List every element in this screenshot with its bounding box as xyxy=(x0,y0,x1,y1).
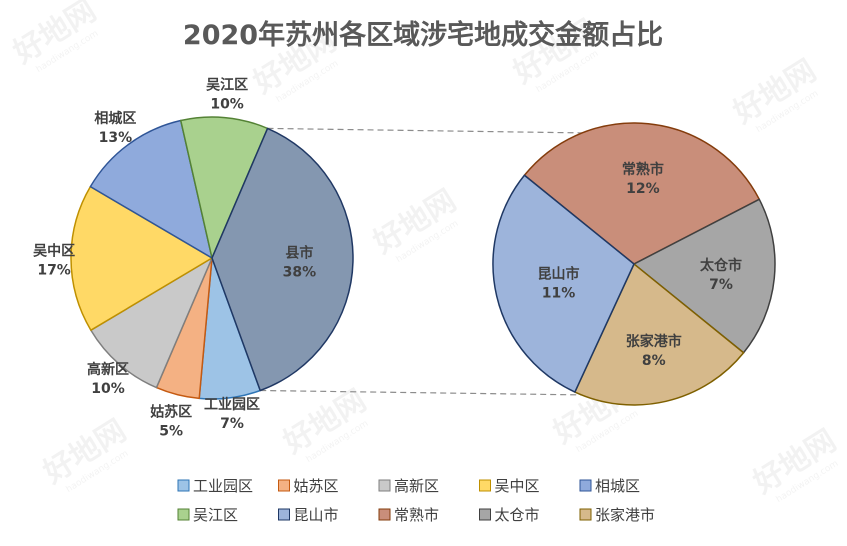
main-slice-e590b4e6b19fe58cba xyxy=(180,116,269,259)
legend-label: 高新区 xyxy=(394,477,439,495)
legend-label: 张家港市 xyxy=(595,506,655,524)
legend-item-e5a4aae4bb93e5b882: 太仓市 xyxy=(479,506,540,524)
sub-label-e5a4aae4bb93e5b882: 太仓市 7% xyxy=(700,257,742,293)
legend-swatch xyxy=(378,508,391,521)
sub-slice-e5a4aae4bb93e5b882 xyxy=(633,198,776,354)
main-label-name: 吴中区 xyxy=(33,243,75,260)
main-label-name: 县市 xyxy=(285,244,313,261)
legend-item-e79bb8e59f8ee58cba: 相城区 xyxy=(579,477,640,495)
connector-line-top xyxy=(267,127,589,134)
legend-swatch xyxy=(177,508,190,521)
main-label-percent: 5% xyxy=(159,423,183,439)
legend-item-e5bca0e5aeb6e6b8afe5b882: 张家港市 xyxy=(579,506,655,524)
legend-swatch xyxy=(278,479,290,492)
legend-swatch xyxy=(378,479,391,492)
main-label-name: 姑苏区 xyxy=(150,403,192,420)
data-labels: 工业园区 7% 姑苏区 5% 高新区 10% 吴中区 17% 相城区 13% 吴江区 10% 县市 38%… xyxy=(33,76,742,439)
legend-label: 姑苏区 xyxy=(294,477,339,495)
sub-label-percent: 11% xyxy=(542,286,576,302)
sub-label-name: 太仓市 xyxy=(700,257,742,274)
main-label-e5a791e88b8fe58cba: 姑苏区 5% xyxy=(150,403,192,439)
main-label-name: 工业园区 xyxy=(204,397,260,413)
legend-swatch xyxy=(579,508,592,521)
main-slice-e58ebfe5b882 xyxy=(211,127,354,392)
legend-label: 太仓市 xyxy=(495,506,540,524)
main-label-e79bb8e59f8ee58cba: 相城区 13% xyxy=(94,110,136,146)
main-label-e58ebfe5b882: 县市 38% xyxy=(283,244,317,280)
main-label-percent: 7% xyxy=(220,416,244,432)
main-pie xyxy=(70,116,354,400)
connector-lines xyxy=(260,127,589,396)
legend-item-e590b4e4b8ade58cba: 吴中区 xyxy=(479,477,540,495)
sub-slice-e5b8b8e7869fe5b882 xyxy=(523,122,761,265)
sub-label-e5bca0e5aeb6e6b8afe5b882: 张家港市 8% xyxy=(626,333,682,369)
main-label-percent: 38% xyxy=(283,264,317,280)
legend-item-e5b8b8e7869fe5b882: 常熟市 xyxy=(378,506,439,524)
legend-item-e9ab98e696b0e58cba: 高新区 xyxy=(378,477,439,495)
main-label-percent: 13% xyxy=(99,130,133,146)
main-label-e5b7a5e4b89ae59bade58cba: 工业园区 7% xyxy=(204,397,260,432)
legend-swatch xyxy=(579,479,592,492)
main-slice-e9ab98e696b0e58cba xyxy=(90,257,213,389)
main-slice-e79bb8e59f8ee58cba xyxy=(89,119,213,259)
sub-label-e69886e5b1b1e5b882: 昆山市 11% xyxy=(538,266,580,302)
legend-label: 吴中区 xyxy=(495,477,540,495)
sub-slice-e69886e5b1b1e5b882 xyxy=(492,174,635,393)
legend-swatch xyxy=(479,479,491,492)
main-label-percent: 17% xyxy=(37,263,71,279)
sub-label-percent: 12% xyxy=(626,181,660,197)
legend-item-e69886e5b1b1e5b882: 昆山市 xyxy=(278,506,339,524)
main-label-name: 吴江区 xyxy=(206,76,248,93)
sub-label-name: 昆山市 xyxy=(538,266,580,283)
legend-label: 常熟市 xyxy=(394,506,439,524)
sub-pie xyxy=(492,122,776,406)
legend-item-e5a791e88b8fe58cba: 姑苏区 xyxy=(278,477,339,495)
main-label-percent: 10% xyxy=(91,381,125,397)
main-label-percent: 10% xyxy=(210,96,244,112)
sub-label-percent: 7% xyxy=(709,277,733,293)
main-label-e590b4e4b8ade58cba: 吴中区 17% xyxy=(33,243,75,279)
legend-label: 工业园区 xyxy=(193,477,253,495)
main-label-e590b4e6b19fe58cba: 吴江区 10% xyxy=(206,76,248,112)
main-label-name: 高新区 xyxy=(87,361,129,378)
legend-swatch xyxy=(177,479,190,492)
legend-label: 昆山市 xyxy=(294,506,339,524)
legend-swatch xyxy=(479,508,491,521)
sub-label-percent: 8% xyxy=(642,353,666,369)
legend-item-e590b4e6b19fe58cba: 吴江区 xyxy=(177,506,238,524)
main-label-e9ab98e696b0e58cba: 高新区 10% xyxy=(87,361,129,397)
legend-swatch xyxy=(278,508,290,521)
legend-label: 吴江区 xyxy=(193,506,238,524)
connector-line-bottom xyxy=(260,389,589,396)
sub-label-name: 张家港市 xyxy=(626,333,682,350)
sub-label-e5b8b8e7869fe5b882: 常熟市 12% xyxy=(622,161,664,197)
sub-slice-e5bca0e5aeb6e6b8afe5b882 xyxy=(574,263,745,406)
main-slice-e590b4e4b8ade58cba xyxy=(70,185,213,331)
legend-label: 相城区 xyxy=(595,477,640,495)
legend-item-e5b7a5e4b89ae59bade58cba: 工业园区 xyxy=(177,477,253,495)
main-label-name: 相城区 xyxy=(94,110,136,127)
sub-label-name: 常熟市 xyxy=(622,161,664,178)
chart-title: 2020年苏州各区域涉宅地成交金额占比 xyxy=(183,19,663,51)
